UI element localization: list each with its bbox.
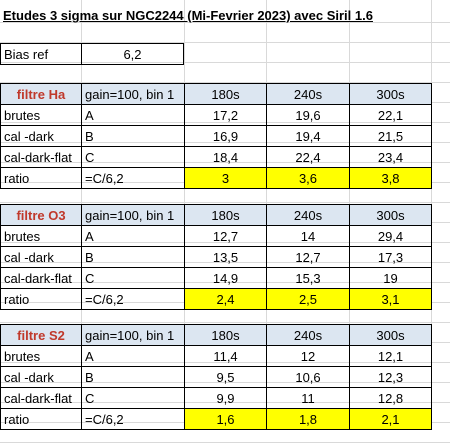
value-cell[interactable]: 22,1 [349, 104, 432, 126]
value-cell[interactable]: 10,6 [266, 366, 350, 388]
filter-name-cell[interactable]: filtre S2 [0, 324, 82, 346]
row-label-cell[interactable]: brutes [0, 345, 82, 367]
row-label-cell[interactable]: cal -dark [0, 246, 82, 268]
grid-row-line [0, 262, 450, 263]
ratio-value-cell[interactable]: 1,8 [266, 408, 350, 430]
row-key-cell[interactable]: A [81, 104, 185, 126]
value-cell[interactable]: 14,9 [184, 267, 267, 289]
grid-row-line [0, 122, 450, 123]
row-key-cell[interactable]: B [81, 366, 185, 388]
grid-row-line [0, 282, 450, 283]
row-label-cell[interactable]: brutes [0, 225, 82, 247]
sheet-title: Etudes 3 sigma sur NGC2244 (Mi-Fevrier 2… [3, 8, 373, 23]
ratio-value-cell[interactable]: 3 [184, 167, 267, 189]
grid-row-line [0, 62, 450, 63]
value-cell[interactable]: 19,6 [266, 104, 350, 126]
ratio-value-cell[interactable]: 1,6 [184, 408, 267, 430]
ratio-value-cell[interactable]: 2,5 [266, 288, 350, 310]
exposure-header-cell[interactable]: 300s [349, 324, 432, 346]
ratio-value-cell[interactable]: 3,6 [266, 167, 350, 189]
value-cell[interactable]: 14 [266, 225, 350, 247]
value-cell[interactable]: 11 [266, 387, 350, 409]
value-cell[interactable]: 19,4 [266, 125, 350, 147]
row-label-cell[interactable]: cal-dark-flat [0, 146, 82, 168]
value-cell[interactable]: 16,9 [184, 125, 267, 147]
filter-name-cell[interactable]: filtre O3 [0, 204, 82, 226]
value-cell[interactable]: 21,5 [349, 125, 432, 147]
gain-cell[interactable]: gain=100, bin 1 [81, 83, 185, 105]
value-cell[interactable]: 11,4 [184, 345, 267, 367]
bias-ref-value[interactable]: 6,2 [81, 43, 184, 65]
grid-row-line [0, 82, 450, 83]
grid-row-line [0, 202, 450, 203]
exposure-header-cell[interactable]: 180s [184, 83, 267, 105]
grid-row-line [0, 322, 450, 323]
value-cell[interactable]: 13,5 [184, 246, 267, 268]
grid-row-line [0, 142, 450, 143]
grid-row-line [0, 42, 450, 43]
value-cell[interactable]: 19 [349, 267, 432, 289]
exposure-header-cell[interactable]: 300s [349, 204, 432, 226]
value-cell[interactable]: 12,8 [349, 387, 432, 409]
value-cell[interactable]: 17,2 [184, 104, 267, 126]
value-cell[interactable]: 12,3 [349, 366, 432, 388]
gain-cell[interactable]: gain=100, bin 1 [81, 324, 185, 346]
grid-row-line [0, 402, 450, 403]
exposure-header-cell[interactable]: 180s [184, 204, 267, 226]
value-cell[interactable]: 18,4 [184, 146, 267, 168]
row-key-cell[interactable]: C [81, 387, 185, 409]
ratio-value-cell[interactable]: 3,8 [349, 167, 432, 189]
value-cell[interactable]: 12 [266, 345, 350, 367]
exposure-header-cell[interactable]: 240s [266, 324, 350, 346]
row-key-cell[interactable]: A [81, 345, 185, 367]
value-cell[interactable]: 17,3 [349, 246, 432, 268]
grid-row-line [0, 162, 450, 163]
row-key-cell[interactable]: =C/6,2 [81, 408, 185, 430]
bias-ref-label[interactable]: Bias ref [0, 43, 82, 65]
grid-row-line [0, 382, 450, 383]
value-cell[interactable]: 22,4 [266, 146, 350, 168]
ratio-value-cell[interactable]: 2,4 [184, 288, 267, 310]
value-cell[interactable]: 12,7 [266, 246, 350, 268]
exposure-header-cell[interactable]: 240s [266, 204, 350, 226]
row-label-cell[interactable]: ratio [0, 408, 82, 430]
row-label-cell[interactable]: ratio [0, 167, 82, 189]
exposure-header-cell[interactable]: 180s [184, 324, 267, 346]
row-label-cell[interactable]: cal -dark [0, 125, 82, 147]
exposure-header-cell[interactable]: 300s [349, 83, 432, 105]
value-cell[interactable]: 12,7 [184, 225, 267, 247]
ratio-value-cell[interactable]: 3,1 [349, 288, 432, 310]
row-key-cell[interactable]: C [81, 146, 185, 168]
row-label-cell[interactable]: cal-dark-flat [0, 387, 82, 409]
value-cell[interactable]: 29,4 [349, 225, 432, 247]
row-label-cell[interactable]: cal-dark-flat [0, 267, 82, 289]
gain-cell[interactable]: gain=100, bin 1 [81, 204, 185, 226]
value-cell[interactable]: 9,9 [184, 387, 267, 409]
row-label-cell[interactable]: ratio [0, 288, 82, 310]
value-cell[interactable]: 23,4 [349, 146, 432, 168]
value-cell[interactable]: 9,5 [184, 366, 267, 388]
grid-row-line [0, 242, 450, 243]
row-key-cell[interactable]: B [81, 246, 185, 268]
filter-name-cell[interactable]: filtre Ha [0, 83, 82, 105]
ratio-value-cell[interactable]: 2,1 [349, 408, 432, 430]
row-key-cell[interactable]: A [81, 225, 185, 247]
value-cell[interactable]: 15,3 [266, 267, 350, 289]
row-key-cell[interactable]: =C/6,2 [81, 167, 185, 189]
row-key-cell[interactable]: C [81, 267, 185, 289]
grid-row-line [0, 22, 450, 23]
row-key-cell[interactable]: =C/6,2 [81, 288, 185, 310]
row-key-cell[interactable]: B [81, 125, 185, 147]
exposure-header-cell[interactable]: 240s [266, 83, 350, 105]
row-label-cell[interactable]: brutes [0, 104, 82, 126]
value-cell[interactable]: 12,1 [349, 345, 432, 367]
row-label-cell[interactable]: cal -dark [0, 366, 82, 388]
grid-row-line [0, 362, 450, 363]
